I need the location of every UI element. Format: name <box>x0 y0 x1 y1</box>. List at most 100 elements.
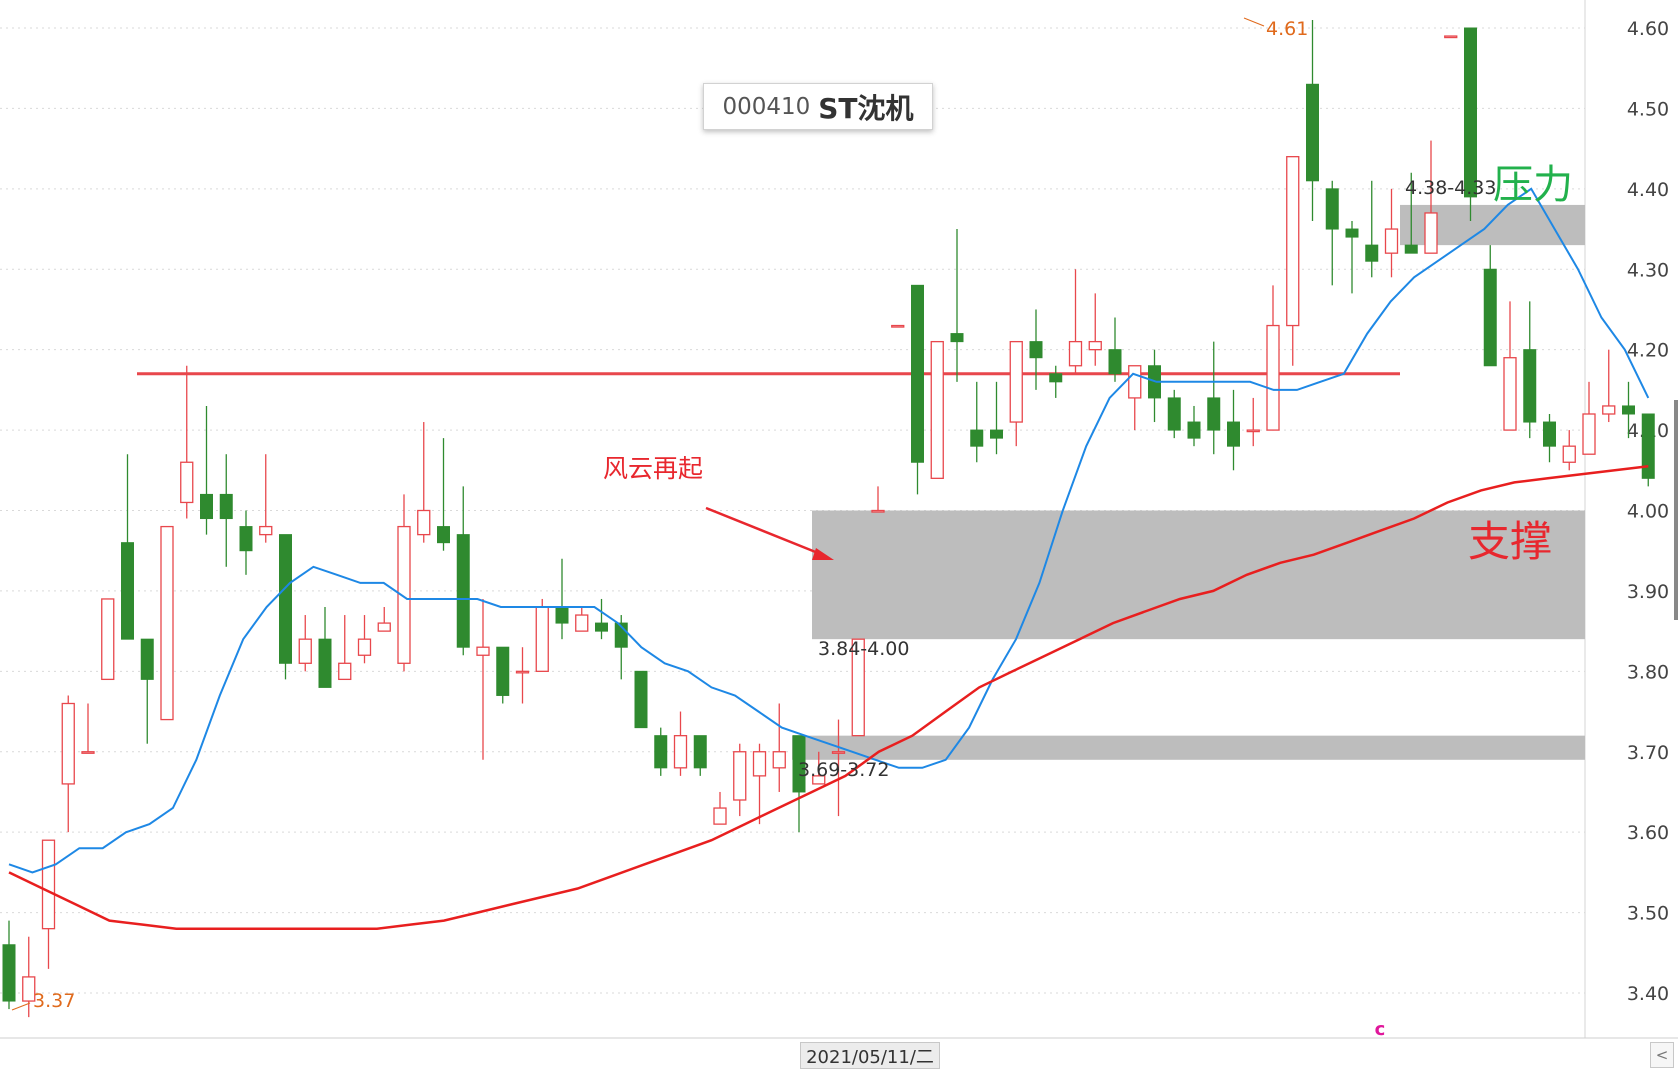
candle <box>1325 180 1339 286</box>
candle-body <box>1207 397 1221 431</box>
resistance-range-label: 4.38-4.33 <box>1405 177 1496 199</box>
candle-body <box>595 622 608 632</box>
resistance-text: 压力 <box>1493 162 1573 208</box>
candle <box>496 646 510 704</box>
candle-body <box>121 542 134 640</box>
candle-body <box>1404 244 1418 254</box>
support-zone-lower <box>792 735 1585 760</box>
candle-body <box>200 493 213 520</box>
candle-body <box>41 839 56 930</box>
candle-body <box>1582 413 1596 455</box>
candle-body <box>851 638 865 737</box>
candle-body <box>1266 324 1280 431</box>
candle-body <box>81 751 95 754</box>
candle <box>259 454 273 543</box>
candle <box>1602 349 1616 423</box>
y-tick-label: 3.50 <box>1627 903 1669 925</box>
candle <box>1009 340 1023 447</box>
candle-body <box>1187 421 1201 439</box>
high-price-pointer <box>1243 17 1265 27</box>
candle <box>1404 172 1418 254</box>
stock-name: ST沈机 <box>818 91 914 125</box>
candle-body <box>911 284 924 463</box>
candle-body <box>792 735 806 793</box>
y-tick-label: 4.20 <box>1627 340 1669 362</box>
candle <box>318 607 332 688</box>
candle <box>1562 430 1576 471</box>
candle <box>575 607 589 632</box>
candle-body <box>812 775 826 785</box>
candle <box>81 703 95 754</box>
y-tick-label: 3.60 <box>1627 822 1669 844</box>
candle-body <box>1384 228 1399 254</box>
support-zone-upper <box>812 510 1585 640</box>
candle-body <box>377 622 391 632</box>
candle-body <box>22 976 36 1002</box>
candle-body <box>437 526 450 544</box>
candle-body <box>654 735 668 769</box>
candle-body <box>298 638 312 664</box>
y-tick-label: 4.30 <box>1627 259 1669 281</box>
marker-glyph: c <box>1375 1019 1386 1040</box>
candle <box>1207 341 1221 455</box>
candle-body <box>1543 421 1556 447</box>
annotation-arrow-line <box>705 506 824 557</box>
candle <box>871 486 885 513</box>
candle-body <box>831 751 846 754</box>
candle <box>693 735 707 776</box>
support-mid-range-label: 3.84-4.00 <box>818 638 909 660</box>
candle <box>1148 349 1161 423</box>
candle-body <box>1246 429 1260 433</box>
candle-body <box>1128 365 1142 399</box>
candle <box>1286 156 1300 366</box>
candle <box>357 615 372 664</box>
candle <box>437 438 450 551</box>
high-price-label: 4.61 <box>1266 18 1308 40</box>
candle-body <box>752 751 767 777</box>
candle-body <box>219 493 233 520</box>
y-tick-label: 3.80 <box>1627 661 1669 683</box>
support-low-range-label: 3.69-3.72 <box>798 759 889 781</box>
candle <box>595 598 608 640</box>
candle-body <box>1167 397 1181 431</box>
candle-body <box>1464 27 1477 198</box>
candle <box>1444 35 1458 39</box>
price-zones <box>792 204 1585 760</box>
candle <box>160 525 174 721</box>
candle <box>772 703 786 792</box>
candle-body <box>1286 156 1300 327</box>
candle <box>713 791 727 825</box>
candle <box>1384 188 1399 278</box>
candle <box>61 695 75 833</box>
candle-body <box>180 461 194 504</box>
candle-body <box>397 525 411 664</box>
candle-body <box>1503 357 1517 431</box>
candle-body <box>476 646 490 656</box>
candle <box>1345 221 1359 294</box>
candle-body <box>1345 228 1359 238</box>
stock-label: 000410 ST沈机 <box>703 83 933 130</box>
candle-body <box>970 429 984 447</box>
candles <box>2 19 1655 1018</box>
candle <box>1641 413 1655 487</box>
candle <box>1503 301 1517 431</box>
candle <box>752 743 767 825</box>
candle-body <box>1108 349 1122 375</box>
candle <box>279 534 292 680</box>
candle-body <box>891 324 905 328</box>
scroll-left-arrow[interactable]: < <box>1650 1042 1674 1068</box>
candle-body <box>318 638 332 688</box>
support-text: 支撑 <box>1468 517 1552 566</box>
candle <box>101 598 115 681</box>
y-tick-label: 4.60 <box>1627 18 1669 40</box>
candle <box>812 751 826 785</box>
y-tick-label: 3.70 <box>1627 742 1669 764</box>
candle-body <box>930 340 944 479</box>
candle <box>891 324 905 328</box>
candle-body <box>2 944 16 1002</box>
candle <box>1365 180 1379 278</box>
candle-body <box>693 735 707 769</box>
candle-body <box>1424 212 1438 254</box>
candle-body <box>1009 340 1023 423</box>
candle <box>417 422 431 543</box>
